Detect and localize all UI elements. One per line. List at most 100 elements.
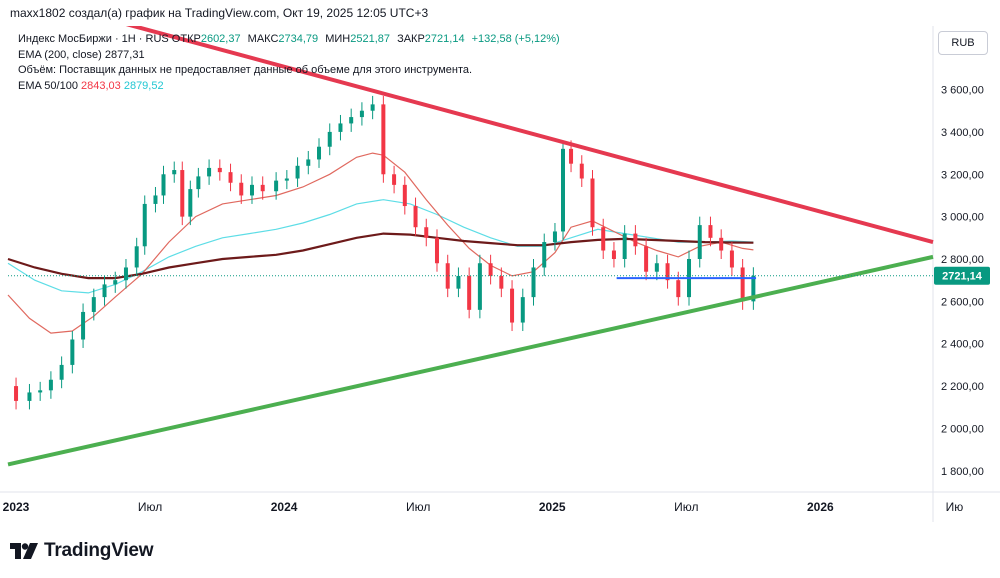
support-trendline bbox=[7, 254, 934, 467]
candle-body bbox=[719, 237, 724, 251]
y-tick-label: 3 600,00 bbox=[941, 85, 984, 97]
x-tick-label: Июл bbox=[674, 500, 698, 514]
candle-body bbox=[520, 297, 525, 323]
y-tick-label: 3 200,00 bbox=[941, 169, 984, 181]
candle-body bbox=[217, 167, 222, 173]
candle-body bbox=[338, 123, 343, 132]
candle-body bbox=[654, 263, 659, 272]
legend-low-value: 2521,87 bbox=[350, 33, 390, 45]
legend-change: +132,58 (+5,12%) bbox=[471, 33, 560, 45]
legend-ema200-label: EMA (200, close) bbox=[18, 48, 102, 61]
candle-body bbox=[622, 233, 627, 259]
tradingview-logo[interactable]: TradingView bbox=[10, 540, 154, 562]
candle-body bbox=[27, 392, 32, 401]
candle-body bbox=[81, 311, 86, 340]
candle-body bbox=[633, 233, 638, 247]
candle-body bbox=[239, 182, 244, 196]
candle-body bbox=[424, 227, 429, 238]
legend-symbol[interactable]: Индекс МосБиржи · 1Н · RUS bbox=[18, 33, 169, 45]
candle-body bbox=[48, 379, 53, 391]
candle-body bbox=[327, 131, 332, 147]
candle-body bbox=[207, 167, 212, 177]
legend-close-value: 2721,14 bbox=[424, 33, 465, 45]
candle-body bbox=[59, 364, 64, 380]
candle-body bbox=[102, 284, 107, 298]
candle-body bbox=[413, 206, 418, 228]
legend-volume-note: Объём: Поставщик данных не предоставляет… bbox=[18, 64, 473, 76]
candle-body bbox=[196, 176, 201, 190]
candle-body bbox=[188, 189, 193, 217]
candle-body bbox=[729, 250, 734, 268]
candle-body bbox=[317, 146, 322, 160]
candle-body bbox=[70, 339, 75, 365]
tradingview-logo-text: TradingView bbox=[44, 540, 154, 561]
candle-body bbox=[467, 275, 472, 310]
candle-body bbox=[153, 195, 158, 204]
candle-body bbox=[552, 231, 557, 243]
candle-body bbox=[284, 178, 289, 181]
legend-high-value: 2734,79 bbox=[278, 33, 319, 45]
y-tick-label: 2 200,00 bbox=[941, 381, 984, 393]
last-price-label: 2721,14 bbox=[942, 271, 983, 283]
last-price-badge bbox=[934, 266, 990, 285]
candle-body bbox=[569, 148, 574, 164]
chart-legend: Индекс МосБиржи · 1Н · RUS ОТКР2602,37 М… bbox=[18, 32, 560, 94]
candle-body bbox=[697, 225, 702, 259]
legend-open-value: 2602,37 bbox=[200, 33, 241, 45]
candle-body bbox=[134, 246, 139, 268]
candle-body bbox=[665, 263, 670, 281]
currency-button[interactable]: RUB bbox=[938, 31, 988, 55]
legend-ema-pair-label: EMA 50/100 bbox=[18, 79, 78, 92]
candle-body bbox=[306, 159, 311, 166]
legend-volume-row: Объём: Поставщик данных не предоставляет… bbox=[18, 63, 560, 79]
candle-body bbox=[477, 263, 482, 310]
ema50-line bbox=[7, 152, 754, 334]
candle-body bbox=[456, 275, 461, 289]
candle-body bbox=[445, 263, 450, 289]
x-tick-label: Июл bbox=[406, 500, 430, 514]
chart-caption: maxx1802 создал(а) график на TradingView… bbox=[10, 6, 429, 20]
x-tick-label: 2025 bbox=[539, 500, 566, 514]
legend-ohlc-row: Индекс МосБиржи · 1Н · RUS ОТКР2602,37 М… bbox=[18, 32, 560, 48]
candle-body bbox=[708, 225, 713, 238]
price-chart[interactable]: 1 800,00 2 000,00 2 200,00 2 400,00 2 600,00… bbox=[0, 0, 1000, 522]
candle-body bbox=[123, 267, 128, 281]
candle-body bbox=[113, 280, 118, 285]
candle-body bbox=[349, 117, 354, 124]
ema200-line bbox=[7, 232, 754, 280]
x-tick-label: Июл bbox=[138, 500, 162, 514]
candle-body bbox=[249, 184, 254, 196]
candle-body bbox=[180, 170, 185, 217]
candle-body bbox=[579, 163, 584, 179]
legend-close-label: ЗАКР bbox=[397, 33, 425, 45]
candle-body bbox=[38, 390, 43, 393]
candle-body bbox=[531, 267, 536, 298]
legend-ema200-row[interactable]: EMA (200, close) 2877,31 bbox=[18, 48, 560, 64]
x-tick-label: 2023 bbox=[3, 500, 30, 514]
candle-body bbox=[740, 267, 745, 302]
legend-ema100-value: 2879,52 bbox=[123, 79, 164, 92]
candle-body bbox=[402, 184, 407, 207]
candle-body bbox=[359, 110, 364, 118]
legend-ema-pair-row[interactable]: EMA 50/100 2843,03 2879,52 bbox=[18, 79, 560, 95]
footer: TradingView bbox=[0, 522, 1000, 578]
chart-area[interactable]: 1 800,00 2 000,00 2 200,00 2 400,00 2 600,00… bbox=[0, 0, 1000, 522]
candle-body bbox=[260, 184, 265, 192]
candle-body bbox=[381, 104, 386, 175]
y-tick-label: 2 800,00 bbox=[941, 254, 984, 266]
top-caption-bar: maxx1802 создал(а) график на TradingView… bbox=[0, 0, 1000, 26]
candle-body bbox=[510, 288, 515, 323]
y-tick-label: 3 400,00 bbox=[941, 127, 984, 139]
x-tick-label: 2024 bbox=[271, 500, 298, 514]
candle-body bbox=[542, 242, 547, 268]
candle-body bbox=[370, 104, 375, 111]
candle-body bbox=[561, 148, 565, 232]
y-tick-label: 1 800,00 bbox=[941, 466, 984, 478]
x-tick-label: 2026 bbox=[807, 500, 834, 514]
candle-body bbox=[751, 275, 756, 302]
candle-body bbox=[676, 280, 681, 298]
candle-body bbox=[488, 263, 493, 276]
candle-body bbox=[392, 174, 397, 185]
resistance-trendline bbox=[29, 0, 934, 244]
candle-body bbox=[274, 180, 279, 192]
